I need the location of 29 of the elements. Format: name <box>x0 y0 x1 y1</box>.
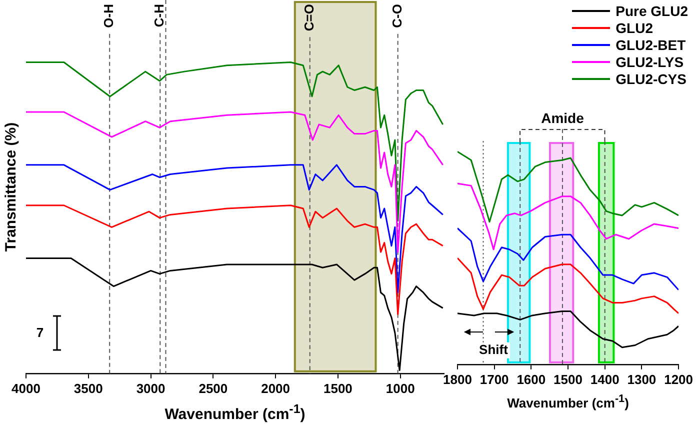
ref-line-label: O-H <box>101 4 116 28</box>
x-tick-label: 4000 <box>12 380 40 396</box>
ref-line-label: Amide <box>541 110 584 126</box>
annotation: 7 <box>36 324 44 340</box>
legend-label: GLU2-CYS <box>616 70 686 86</box>
x-axis-title: Wavenumber (cm$^{-1}$) <box>507 393 629 410</box>
y-axis-title: Transmittance (%) <box>2 122 20 252</box>
x-tick-label: 1500 <box>323 380 352 396</box>
x-tick-label: 2000 <box>261 380 290 396</box>
x-tick-label: 3500 <box>74 380 103 396</box>
x-axis-title: Wavenumber (cm$^{-1}$) <box>164 402 306 423</box>
x-tick-label: 1400 <box>590 372 620 387</box>
x-tick-label: 2500 <box>198 380 228 396</box>
x-tick-label: 1800 <box>443 372 472 387</box>
x-tick-label: 1500 <box>554 372 582 387</box>
x-tick-label: 3000 <box>136 380 166 396</box>
x-tick-label: 1700 <box>480 372 509 387</box>
annotation: Shift <box>479 342 509 357</box>
legend-label: GLU2-LYS <box>616 54 684 70</box>
x-tick-label: 1300 <box>627 372 656 387</box>
x-tick-label: 1600 <box>516 372 546 387</box>
x-tick-label: 1200 <box>664 372 693 387</box>
ref-line-label: C-H <box>152 4 167 28</box>
ref-line-label: C-O <box>389 4 404 28</box>
x-tick-label: 1000 <box>386 380 415 396</box>
ref-line-label: C=O <box>301 4 316 32</box>
legend-label: Pure GLU2 <box>616 2 688 18</box>
legend-label: GLU2 <box>616 20 653 36</box>
legend-label: GLU2-BET <box>616 36 686 52</box>
